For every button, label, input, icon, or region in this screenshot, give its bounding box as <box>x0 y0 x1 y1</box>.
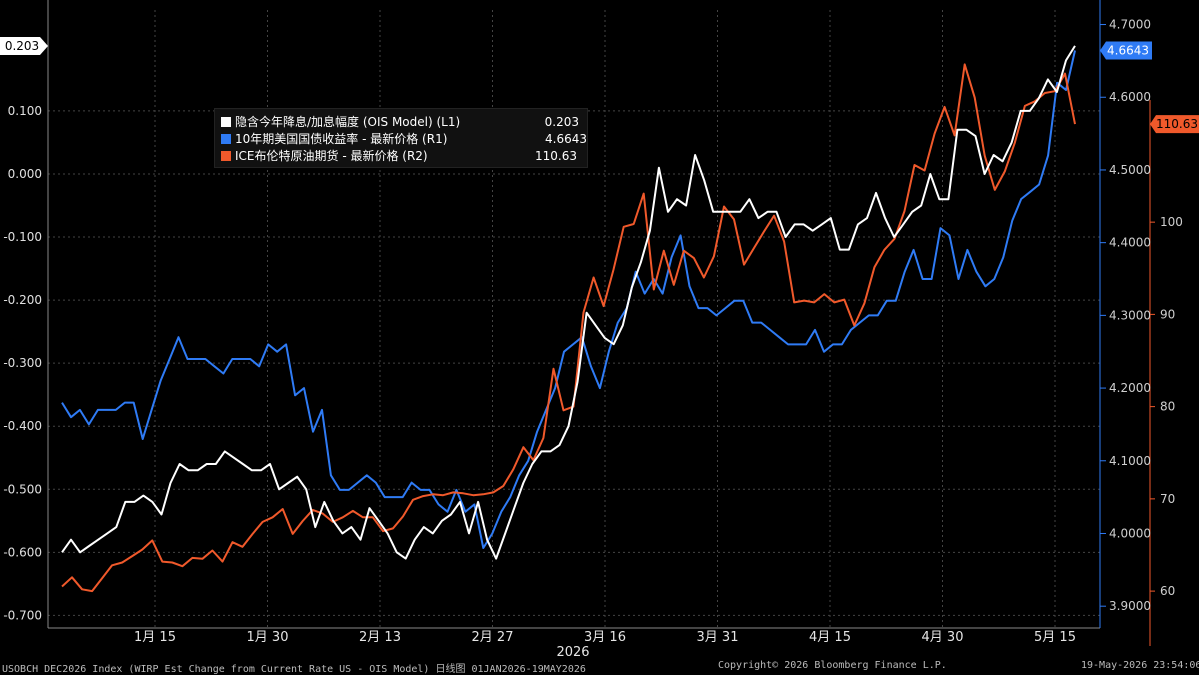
y-tick-label-left: -0.400 <box>3 419 42 433</box>
x-tick-label: 2月 13 <box>359 630 401 645</box>
legend-value: 110.63 <box>535 149 577 163</box>
footer-copyright: Copyright© 2026 Bloomberg Finance L.P. <box>718 660 947 671</box>
y-tick-label-right1: 4.3000 <box>1109 308 1151 322</box>
y-tick-label-left: 0.000 <box>8 167 42 181</box>
y-tick-label-right2: 70 <box>1160 492 1175 506</box>
legend-value: 0.203 <box>544 115 579 129</box>
last-value-tag-right2 <box>1150 115 1199 134</box>
last-value-text-right2: 110.63 <box>1156 117 1198 131</box>
y-tick-label-left: -0.500 <box>3 482 42 496</box>
y-tick-label-right2: 80 <box>1160 400 1175 414</box>
x-year-label: 2026 <box>556 645 589 660</box>
y-tick-label-right1: 4.4000 <box>1109 236 1151 250</box>
y-tick-label-left: -0.600 <box>3 545 42 559</box>
x-tick-label: 4月 15 <box>809 630 851 645</box>
y-tick-label-left: -0.200 <box>3 293 42 307</box>
y-tick-label-right1: 4.7000 <box>1109 18 1151 32</box>
last-value-text-right1: 4.6643 <box>1107 43 1149 57</box>
x-tick-label: 1月 15 <box>134 630 176 645</box>
last-value-tag-left <box>0 36 48 55</box>
y-tick-label-left: -0.100 <box>3 230 42 244</box>
x-tick-label: 3月 16 <box>584 630 626 645</box>
y-tick-label-right1: 4.1000 <box>1109 454 1151 468</box>
y-tick-label-right2: 100 <box>1160 215 1183 229</box>
x-tick-label: 3月 31 <box>697 630 739 645</box>
series-line <box>61 63 1076 593</box>
y-tick-label-right1: 4.2000 <box>1109 381 1151 395</box>
legend-swatch-white <box>221 117 231 127</box>
y-tick-label-right1: 4.6000 <box>1109 90 1151 104</box>
x-tick-label: 5月 15 <box>1034 630 1076 645</box>
series-line <box>61 45 1076 560</box>
legend-label: 10年期美国国债收益率 - 最新价格 (R1) <box>235 132 448 146</box>
y-tick-label-right2: 60 <box>1160 584 1175 598</box>
y-tick-label-right2: 90 <box>1160 307 1175 321</box>
last-value-text-left: 0.203 <box>5 39 39 53</box>
y-tick-label-left: -0.700 <box>3 608 42 622</box>
legend-label: 隐含今年降息/加息幅度 (OIS Model) (L1) <box>235 115 461 129</box>
last-value-tag-right1 <box>1100 41 1152 60</box>
x-tick-label: 1月 30 <box>247 630 289 645</box>
x-tick-label: 2月 27 <box>472 630 514 645</box>
x-tick-label: 4月 30 <box>922 630 964 645</box>
series-line <box>61 50 1076 549</box>
y-tick-label-right1: 4.0000 <box>1109 526 1151 540</box>
legend-swatch-orange <box>221 151 231 161</box>
y-tick-label-right1: 3.9000 <box>1109 599 1151 613</box>
legend-swatch-blue <box>221 134 231 144</box>
y-tick-label-left: 0.100 <box>8 104 42 118</box>
footer-timestamp: 19-May-2026 23:54:06 <box>1081 660 1199 671</box>
legend-label: ICE布伦特原油期货 - 最新价格 (R2) <box>235 149 428 163</box>
chart-legend: 隐含今年降息/加息幅度 (OIS Model) (L1) 0.203 10年期美… <box>214 108 588 168</box>
footer-source: USOBCH DEC2026 Index (WIRP Est Change fr… <box>2 664 586 675</box>
y-tick-label-right1: 4.5000 <box>1109 163 1151 177</box>
legend-value: 4.6643 <box>545 132 587 146</box>
y-tick-label-left: -0.300 <box>3 356 42 370</box>
